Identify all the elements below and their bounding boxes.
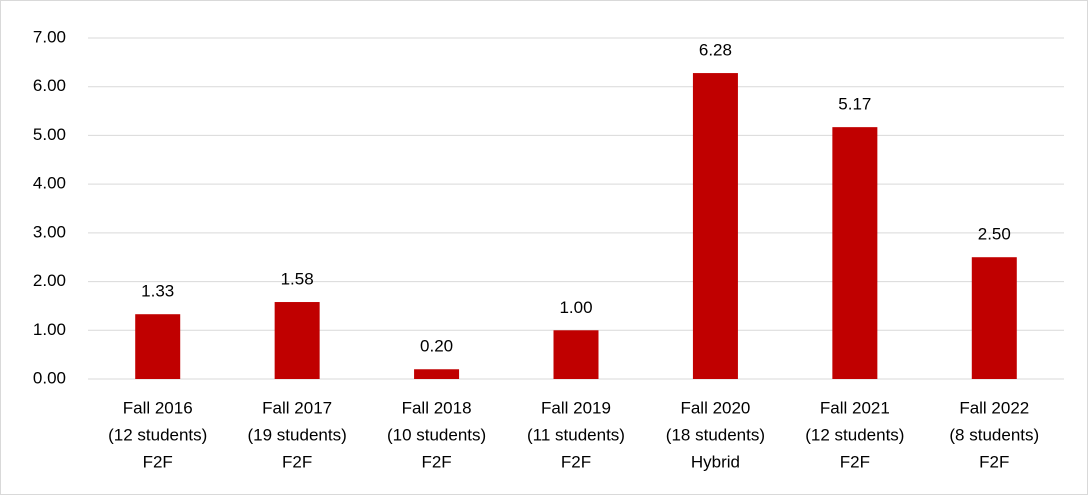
data-label: 5.17 <box>838 95 871 114</box>
x-tick-label: F2F <box>143 452 173 471</box>
y-tick-label: 7.00 <box>33 27 66 46</box>
x-tick-label: Fall 2019 <box>541 398 611 417</box>
bar <box>274 302 320 379</box>
y-tick-label: 5.00 <box>33 125 66 144</box>
y-tick-label: 2.00 <box>33 271 66 290</box>
x-tick-label: F2F <box>282 452 312 471</box>
data-label: 1.58 <box>281 270 314 289</box>
x-tick-label: Fall 2018 <box>402 398 472 417</box>
bar <box>971 257 1017 379</box>
x-tick-label: (12 students) <box>805 425 904 444</box>
x-tick-label: Fall 2017 <box>262 398 332 417</box>
x-tick-label: Hybrid <box>691 452 740 471</box>
y-tick-label: 0.00 <box>33 368 66 387</box>
x-tick-label: (18 students) <box>666 425 765 444</box>
x-tick-label: Fall 2020 <box>680 398 750 417</box>
x-tick-label: (11 students) <box>527 425 625 444</box>
y-tick-label: 3.00 <box>33 222 66 241</box>
x-tick-label: (8 students) <box>949 425 1039 444</box>
x-tick-label: Fall 2016 <box>123 398 193 417</box>
bar <box>135 314 181 379</box>
x-tick-label: Fall 2022 <box>959 398 1029 417</box>
x-tick-label: F2F <box>561 452 591 471</box>
x-tick-label: (19 students) <box>248 425 347 444</box>
data-label: 2.50 <box>978 225 1011 244</box>
data-label: 1.33 <box>141 282 174 301</box>
x-tick-label: Fall 2021 <box>820 398 890 417</box>
bar <box>553 330 599 379</box>
x-tick-label: F2F <box>421 452 451 471</box>
y-tick-label: 1.00 <box>33 320 66 339</box>
data-label: 6.28 <box>699 41 732 60</box>
y-tick-label: 6.00 <box>33 76 66 95</box>
x-tick-label: (12 students) <box>108 425 207 444</box>
data-label: 0.20 <box>420 337 453 356</box>
bar <box>414 369 460 379</box>
data-label: 1.00 <box>559 298 592 317</box>
y-tick-label: 4.00 <box>33 174 66 193</box>
x-tick-label: F2F <box>979 452 1009 471</box>
x-tick-label: (10 students) <box>387 425 486 444</box>
x-tick-label: F2F <box>840 452 870 471</box>
bar <box>832 127 878 379</box>
bar <box>692 73 738 380</box>
